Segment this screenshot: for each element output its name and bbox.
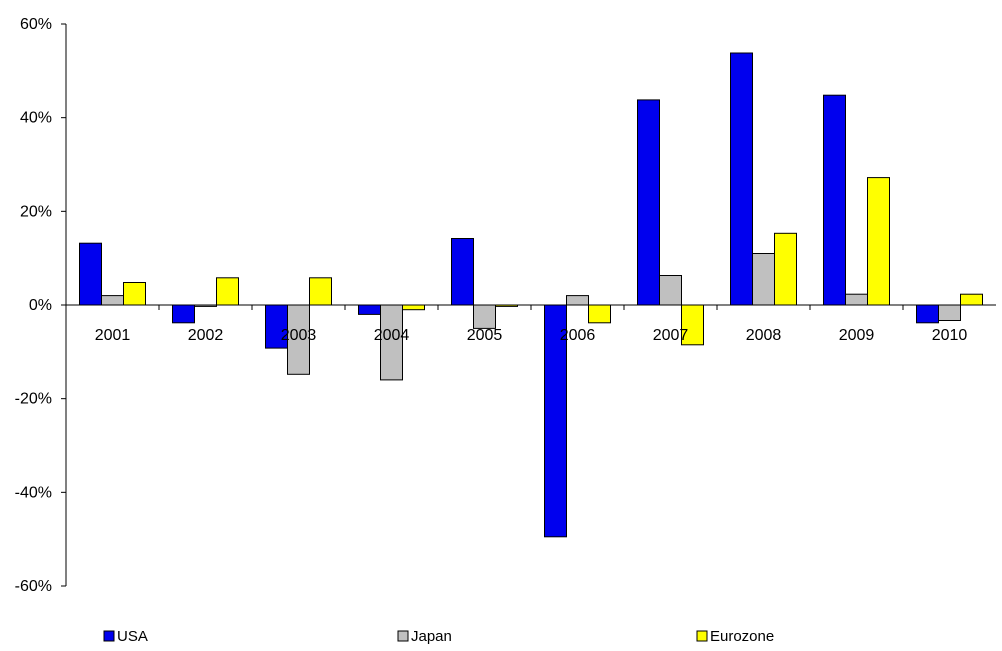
x-tick-label: 2010 (932, 327, 968, 344)
y-tick-label: 40% (20, 110, 52, 127)
y-tick-label: -40% (15, 484, 52, 501)
bar-japan-2002 (194, 304, 217, 307)
x-tick-label: 2008 (746, 327, 782, 344)
legend-item-eurozone: Eurozone (696, 628, 774, 645)
bar-eurozone-2010 (960, 293, 983, 306)
bar-eurozone-2001 (123, 282, 146, 306)
legend-label: Eurozone (710, 628, 774, 645)
bar-usa-2001 (79, 242, 102, 306)
bar-usa-2005 (451, 238, 474, 306)
y-axis: 60% 40% 20% 0% -20% -40% -60% (15, 16, 67, 595)
bar-eurozone-2006 (588, 304, 611, 324)
bar-japan-2006 (566, 295, 589, 306)
bar-eurozone-2007 (681, 304, 704, 346)
bar-eurozone-2009 (867, 177, 890, 306)
bar-usa-2009 (823, 94, 846, 306)
bar-usa-2007 (637, 99, 660, 306)
y-tick-label: 60% (20, 16, 52, 33)
legend: USA Japan Eurozone (103, 628, 774, 645)
y-tick-label: 0% (29, 297, 52, 314)
x-tick-label: 2003 (281, 327, 317, 344)
category-labels: 2001 2002 2003 2004 2005 2006 2007 2008 2009 2010 (95, 327, 968, 344)
bar-japan-2004 (380, 304, 403, 381)
x-tick-label: 2002 (188, 327, 224, 344)
legend-item-japan: Japan (397, 628, 452, 645)
bar-usa-2006 (544, 304, 567, 538)
bar-japan-2009 (845, 293, 868, 306)
bar-japan-2010 (938, 304, 961, 321)
bar-eurozone-2005 (495, 304, 518, 307)
legend-label: Japan (411, 628, 452, 645)
legend-label: USA (117, 628, 148, 645)
bars (79, 52, 983, 538)
bar-usa-2002 (172, 304, 195, 324)
bar-japan-2007 (659, 275, 682, 306)
bar-japan-2003 (287, 304, 310, 375)
bar-usa-2010 (916, 304, 939, 324)
bar-eurozone-2003 (309, 277, 332, 306)
legend-swatch (696, 630, 708, 642)
legend-swatch (397, 630, 409, 642)
bar-japan-2001 (101, 295, 124, 306)
bar-eurozone-2004 (402, 304, 425, 311)
y-tick-label: -60% (15, 578, 52, 595)
bar-usa-2008 (730, 52, 753, 306)
x-tick-label: 2001 (95, 327, 131, 344)
bar-japan-2005 (473, 304, 496, 329)
x-tick-label: 2007 (653, 327, 689, 344)
bar-usa-2004 (358, 304, 381, 315)
x-tick-label: 2006 (560, 327, 596, 344)
legend-swatch (103, 630, 115, 642)
y-tick-label: 20% (20, 203, 52, 220)
y-tick-label: -20% (15, 391, 52, 408)
x-tick-label: 2009 (839, 327, 875, 344)
legend-item-usa: USA (103, 628, 148, 645)
bar-eurozone-2008 (774, 232, 797, 306)
bar-eurozone-2002 (216, 277, 239, 306)
bar-japan-2008 (752, 253, 775, 306)
x-tick-label: 2004 (374, 327, 410, 344)
x-tick-label: 2005 (467, 327, 503, 344)
